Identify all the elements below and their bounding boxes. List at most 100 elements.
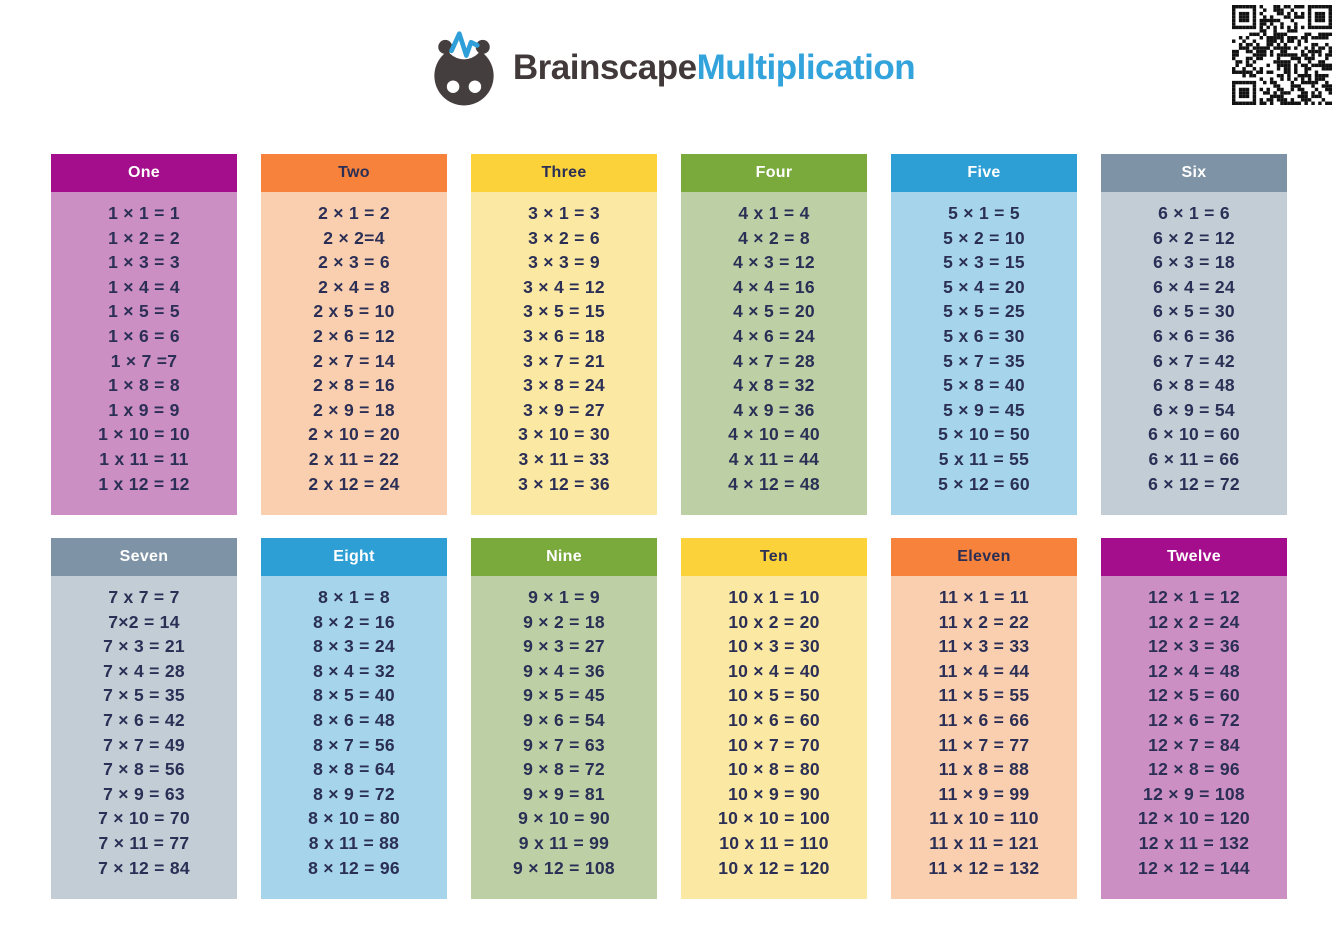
card-title: Four [681, 154, 867, 192]
equation-line: 7 × 10 = 70 [98, 808, 190, 829]
equation-line: 2 x 11 = 22 [308, 448, 400, 469]
card-title: Eight [261, 538, 447, 576]
card-equations: 6 × 1 = 6 6 × 2 = 12 6 × 3 = 18 6 × 4 = 24 6… [1101, 192, 1287, 515]
card-title: Seven [51, 538, 237, 576]
equation-line: 1 x 12 = 12 [98, 473, 190, 494]
multiplication-card-one: One 1 × 1 = 1 1 × 2 = 2 1 × 3 = 3 1 × 4 = 4… [51, 154, 237, 515]
equation-line: 2 x 12 = 24 [308, 473, 400, 494]
card-equations: 5 × 1 = 5 5 × 2 = 10 5 × 3 = 15 5 × 4 = 20 5… [891, 192, 1077, 515]
equation-line: 10 × 4 = 40 [728, 660, 820, 681]
multiplication-card-eight: Eight 8 × 1 = 8 8 × 2 = 16 8 × 3 = 24 8 × 4… [261, 538, 447, 899]
equation-line: 8 × 6 = 48 [313, 709, 395, 730]
equation-line: 6 × 1 = 6 [1158, 203, 1230, 223]
equation-line: 9 × 1 = 9 [528, 587, 600, 607]
equation-line: 10 x 1 = 10 [728, 587, 820, 607]
equation-line: 10 x 11 = 110 [719, 832, 829, 853]
equation-line: 10 × 6 = 60 [728, 709, 820, 730]
equation-line: 2 x 5 = 10 [313, 301, 395, 322]
equation-line: 3 × 2 = 6 [528, 227, 600, 248]
equation-line: 4 x 1 = 4 [738, 203, 810, 223]
multiplication-card-ten: Ten 10 x 1 = 10 10 x 2 = 20 10 × 3 = 30 10 … [681, 538, 867, 899]
equation-line: 2 × 2=4 [323, 227, 385, 248]
equation-line: 12 × 7 = 84 [1148, 734, 1240, 755]
equation-line: 1 × 8 = 8 [108, 375, 180, 396]
equation-line: 4 × 3 = 12 [733, 252, 815, 273]
equation-line: 1 × 6 = 6 [108, 325, 180, 346]
equation-line: 11 x 8 = 88 [938, 759, 1030, 780]
equation-line: 8 × 3 = 24 [313, 636, 395, 657]
equation-line: 6 × 7 = 42 [1153, 350, 1235, 371]
equation-line: 3 × 5 = 15 [523, 301, 605, 322]
equation-line: 6 × 12 = 72 [1148, 473, 1240, 494]
equation-line: 1 × 5 = 5 [108, 301, 180, 322]
equation-line: 10 x 2 = 20 [728, 611, 820, 632]
equation-line: 10 × 3 = 30 [728, 636, 820, 657]
equation-line: 12 x 11 = 132 [1138, 832, 1250, 853]
equation-line: 4 × 5 = 20 [733, 301, 815, 322]
equation-line: 11 x 2 = 22 [938, 611, 1030, 632]
card-title: One [51, 154, 237, 192]
equation-line: 8 × 1 = 8 [318, 587, 390, 607]
equation-line: 1 x 9 = 9 [108, 399, 180, 420]
equation-line: 7 × 4 = 28 [103, 660, 185, 681]
equation-line: 6 × 11 = 66 [1148, 448, 1240, 469]
card-equations: 4 x 1 = 4 4 × 2 = 8 4 × 3 = 12 4 × 4 = 16 4 … [681, 192, 867, 515]
equation-line: 6 × 10 = 60 [1148, 424, 1240, 445]
equation-line: 1 × 10 = 10 [98, 424, 190, 445]
qr-code-image [1232, 5, 1332, 105]
equation-line: 2 × 4 = 8 [318, 276, 390, 297]
brand-name: Brainscape [512, 48, 697, 87]
multiplication-card-nine: Nine 9 × 1 = 9 9 × 2 = 18 9 × 3 = 27 9 × 4 … [471, 538, 657, 899]
equation-line: 7 × 6 = 42 [103, 709, 185, 730]
equation-line: 6 × 8 = 48 [1153, 375, 1235, 396]
page-header: BrainscapeMultiplication [0, 22, 1340, 114]
equation-line: 10 × 9 = 90 [728, 783, 820, 804]
equation-line: 9 × 9 = 81 [523, 783, 605, 804]
equation-line: 3 × 8 = 24 [523, 375, 605, 396]
equation-line: 5 x 11 = 55 [938, 448, 1030, 469]
card-equations: 10 x 1 = 10 10 x 2 = 20 10 × 3 = 30 10 × 4 … [681, 576, 867, 899]
equation-line: 10 × 8 = 80 [728, 759, 820, 780]
equation-line: 12 × 4 = 48 [1148, 660, 1240, 681]
equation-line: 11 × 4 = 44 [938, 660, 1030, 681]
equation-line: 5 x 6 = 30 [943, 325, 1025, 346]
card-equations: 1 × 1 = 1 1 × 2 = 2 1 × 3 = 3 1 × 4 = 4 1 × … [51, 192, 237, 515]
equation-line: 7 × 12 = 84 [98, 857, 190, 878]
equation-line: 11 × 1 = 11 [939, 587, 1029, 607]
equation-line: 6 × 2 = 12 [1153, 227, 1235, 248]
multiplication-card-seven: Seven 7 x 7 = 7 7×2 = 14 7 × 3 = 21 7 × 4 =… [51, 538, 237, 899]
equation-line: 5 × 9 = 45 [943, 399, 1025, 420]
equation-line: 11 × 9 = 99 [938, 783, 1030, 804]
card-title: Twelve [1101, 538, 1287, 576]
qr-code [1232, 5, 1332, 105]
cards-grid: One 1 × 1 = 1 1 × 2 = 2 1 × 3 = 3 1 × 4 = 4… [51, 154, 1287, 899]
equation-line: 7×2 = 14 [108, 611, 180, 632]
equation-line: 5 × 5 = 25 [943, 301, 1025, 322]
equation-line: 12 × 12 = 144 [1138, 857, 1250, 878]
equation-line: 7 × 5 = 35 [103, 685, 185, 706]
equation-line: 2 × 1 = 2 [318, 203, 390, 223]
equation-line: 2 × 10 = 20 [308, 424, 400, 445]
equation-line: 11 × 5 = 55 [938, 685, 1030, 706]
equation-line: 9 × 5 = 45 [523, 685, 605, 706]
equation-line: 12 × 3 = 36 [1148, 636, 1240, 657]
product-name: Multiplication [696, 48, 916, 87]
card-equations: 11 × 1 = 11 11 x 2 = 22 11 × 3 = 33 11 × 4 … [891, 576, 1077, 899]
equation-line: 4 × 7 = 28 [733, 350, 815, 371]
equation-line: 9 × 8 = 72 [523, 759, 605, 780]
equation-line: 12 × 10 = 120 [1138, 808, 1250, 829]
equation-line: 8 × 4 = 32 [313, 660, 395, 681]
equation-line: 4 × 10 = 40 [728, 424, 820, 445]
equation-line: 9 × 10 = 90 [518, 808, 610, 829]
equation-line: 10 × 7 = 70 [728, 734, 820, 755]
equation-line: 2 × 3 = 6 [318, 252, 390, 273]
equation-line: 9 × 7 = 63 [523, 734, 605, 755]
equation-line: 6 × 9 = 54 [1153, 399, 1235, 420]
equation-line: 8 × 9 = 72 [313, 783, 395, 804]
multiplication-card-four: Four 4 x 1 = 4 4 × 2 = 8 4 × 3 = 12 4 × 4 =… [681, 154, 867, 515]
equation-line: 5 × 10 = 50 [938, 424, 1030, 445]
equation-line: 2 × 9 = 18 [313, 399, 395, 420]
equation-line: 5 × 4 = 20 [943, 276, 1025, 297]
equation-line: 5 × 8 = 40 [943, 375, 1025, 396]
equation-line: 11 x 10 = 110 [929, 808, 1039, 829]
